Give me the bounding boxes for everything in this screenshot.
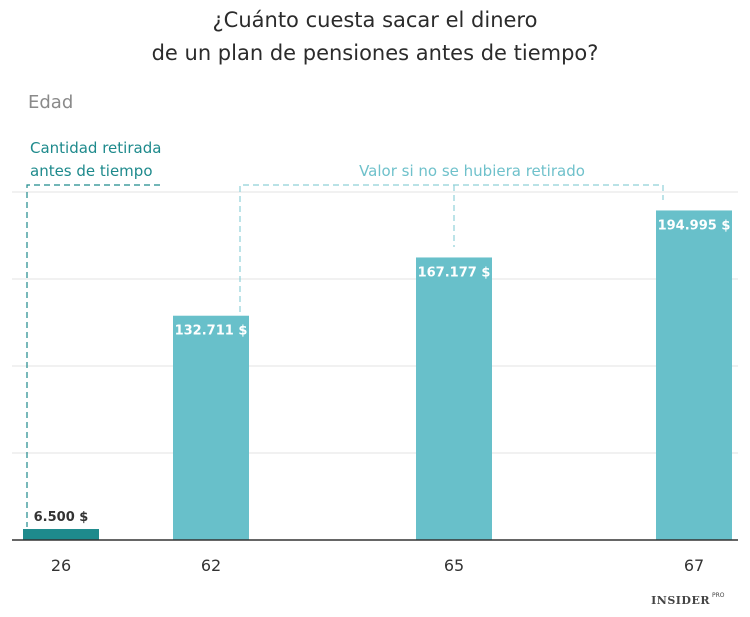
brand-logo: INSIDER PRO — [651, 592, 725, 607]
annotation-withdrawn-bracket — [26, 184, 160, 527]
annotation-unwithdrawn: Valor si no se hubiera retirado — [239, 162, 664, 312]
x-tick-label-65: 65 — [444, 556, 464, 575]
bar-26 — [23, 529, 99, 540]
annotation-withdrawn: Cantidad retirada antes de tiempo — [26, 139, 161, 527]
bar-value-label-62: 132.711 $ — [175, 324, 248, 339]
gridlines — [12, 191, 738, 454]
annotation-unwithdrawn-text: Valor si no se hubiera retirado — [359, 162, 585, 180]
bar-value-label-26: 6.500 $ — [34, 510, 89, 525]
chart-title-line-2: de un plan de pensiones antes de tiempo? — [152, 41, 599, 65]
bar-value-label-67: 194.995 $ — [658, 218, 731, 233]
brand-name: INSIDER — [651, 594, 710, 607]
y-axis-label: Edad — [28, 92, 73, 113]
x-tick-label-26: 26 — [51, 556, 71, 575]
bars: 6.500 $ 132.711 $ 167.177 $ 194.995 $ — [23, 210, 732, 541]
brand-suffix: PRO — [712, 592, 725, 599]
bar-65 — [416, 257, 492, 540]
x-tick-label-62: 62 — [201, 556, 221, 575]
chart-title-line-1: ¿Cuánto cuesta sacar el dinero — [213, 8, 538, 32]
annotation-withdrawn-line-2: antes de tiempo — [30, 162, 153, 180]
bar-62 — [173, 315, 249, 540]
bar-67 — [656, 210, 732, 541]
bar-value-label-65: 167.177 $ — [418, 265, 491, 280]
x-tick-label-67: 67 — [684, 556, 704, 575]
annotation-withdrawn-line-1: Cantidad retirada — [30, 139, 161, 157]
annotation-unwithdrawn-bracket — [239, 184, 664, 312]
x-tick-labels: 26 62 65 67 — [51, 556, 704, 575]
